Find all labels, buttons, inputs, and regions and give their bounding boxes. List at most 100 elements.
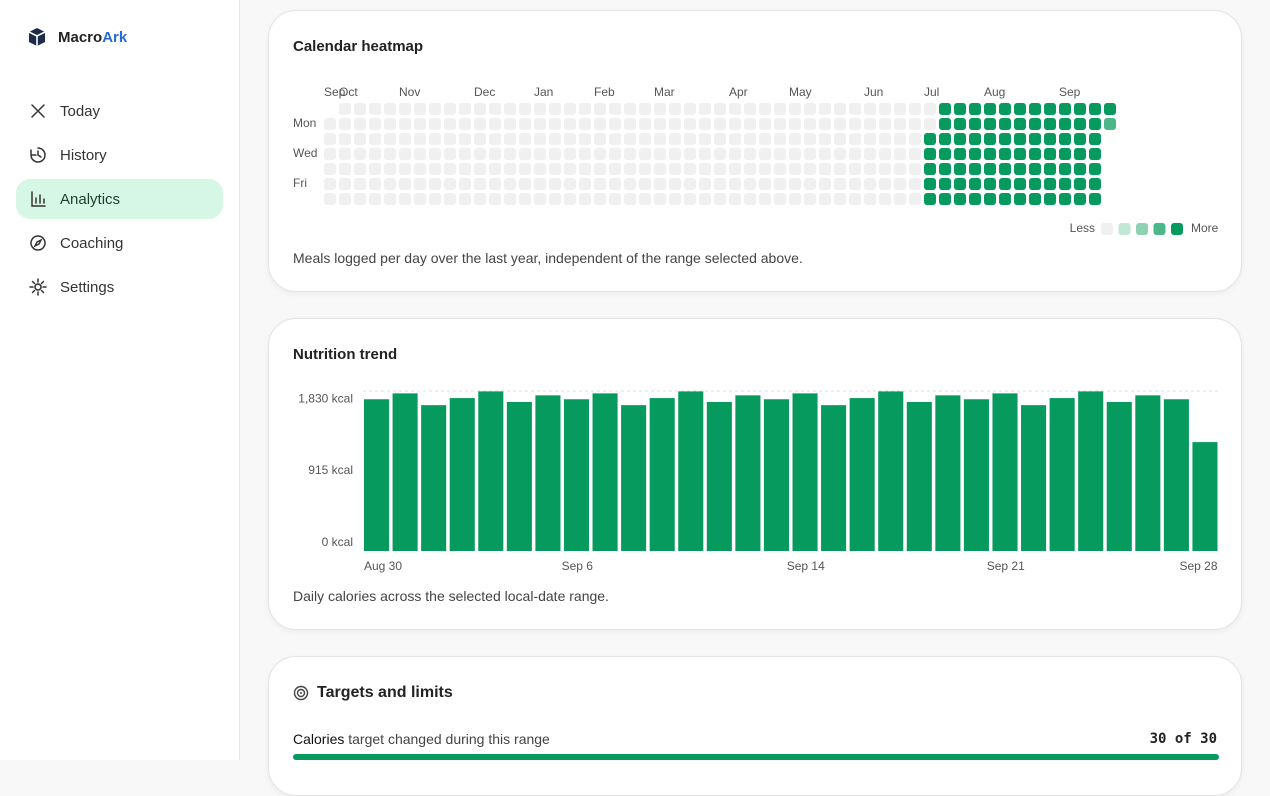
heatmap-cell (624, 133, 636, 145)
heatmap-cell (594, 163, 606, 175)
nav-item[interactable]: Today (16, 91, 223, 131)
brand[interactable]: MacroArk (26, 26, 127, 48)
month-label: Mar (654, 85, 675, 99)
heatmap-cell (474, 103, 486, 115)
heatmap-cell (564, 178, 576, 190)
heatmap-cell (384, 193, 396, 205)
heatmap-cell (729, 148, 741, 160)
heatmap-cell (744, 163, 756, 175)
heatmap-cell (1074, 103, 1086, 115)
heatmap-cell (1044, 103, 1056, 115)
heatmap-cell (699, 133, 711, 145)
heatmap-cell (549, 178, 561, 190)
heatmap-cell (339, 133, 351, 145)
heatmap-cell (924, 133, 936, 145)
heatmap-cell (894, 118, 906, 130)
heatmap-cell (1029, 133, 1041, 145)
heatmap-cell (1029, 163, 1041, 175)
heatmap-cell (744, 178, 756, 190)
bar (906, 402, 932, 551)
heatmap-cell (789, 163, 801, 175)
heatmap-cell (669, 118, 681, 130)
heatmap-cell (594, 178, 606, 190)
heatmap-cell (1014, 178, 1026, 190)
heatmap-cell (564, 118, 576, 130)
heatmap-cell (969, 103, 981, 115)
heatmap-cell (939, 103, 951, 115)
heatmap-cell (714, 193, 726, 205)
heatmap-cell (834, 178, 846, 190)
bar (478, 391, 504, 551)
heatmap-cell (1014, 103, 1026, 115)
heatmap-cell (339, 103, 351, 115)
bar (1135, 395, 1161, 551)
target-row: Calories target changed during this rang… (293, 731, 550, 747)
nav-label: Coaching (60, 234, 124, 252)
heatmap-cell (414, 193, 426, 205)
heatmap-cell (489, 118, 501, 130)
target-note: target changed during this range (344, 731, 550, 747)
heatmap-cell (759, 178, 771, 190)
month-label: Sep (324, 85, 346, 99)
bar (621, 405, 647, 551)
month-label: Feb (594, 85, 615, 99)
heatmap-cell (849, 118, 861, 130)
heatmap-cell (744, 148, 756, 160)
heatmap-cell (474, 133, 486, 145)
nav-item[interactable]: Coaching (16, 223, 223, 263)
heatmap-cell (489, 163, 501, 175)
nav-icon (30, 147, 46, 163)
heatmap-cell (354, 118, 366, 130)
heatmap-cell (459, 118, 471, 130)
heatmap-cell (864, 178, 876, 190)
bar (706, 402, 732, 551)
heatmap-cell (864, 148, 876, 160)
nav-label: Today (60, 102, 101, 120)
month-label: Nov (399, 85, 420, 99)
heatmap-cell (609, 118, 621, 130)
heatmap-cell (819, 118, 831, 130)
heatmap-cell (774, 118, 786, 130)
heatmap-cell (549, 118, 561, 130)
heatmap-cell (1059, 133, 1071, 145)
heatmap-cell (369, 103, 381, 115)
heatmap-cell (774, 103, 786, 115)
heatmap-cell (774, 178, 786, 190)
heatmap-cell (429, 118, 441, 130)
heatmap-cell (594, 193, 606, 205)
bar (678, 391, 704, 551)
heatmap-cell (729, 133, 741, 145)
heatmap-cell (534, 133, 546, 145)
heatmap-cell (729, 178, 741, 190)
heatmap-cell (654, 193, 666, 205)
heatmap-cell (699, 118, 711, 130)
heatmap-cell (684, 178, 696, 190)
bar (763, 399, 789, 551)
nav-item[interactable]: Analytics (16, 179, 223, 219)
heatmap-cell (429, 193, 441, 205)
heatmap-cell (609, 163, 621, 175)
heatmap-cell (774, 193, 786, 205)
heatmap-cell (639, 163, 651, 175)
nav-icon (31, 104, 45, 118)
heatmap-cell (1074, 148, 1086, 160)
heatmap-cell (579, 118, 591, 130)
heatmap-cell (369, 148, 381, 160)
heatmap-cell (894, 133, 906, 145)
heatmap-cell (639, 178, 651, 190)
heatmap-cell (939, 163, 951, 175)
nav-item[interactable]: Settings (16, 267, 223, 307)
heatmap-cell (999, 103, 1011, 115)
heatmap-cell (369, 163, 381, 175)
heatmap-cell (819, 193, 831, 205)
heatmap-cell (1014, 148, 1026, 160)
heatmap-cell (954, 133, 966, 145)
heatmap-cell (399, 178, 411, 190)
heatmap-cell (1014, 118, 1026, 130)
heatmap-cell (444, 148, 456, 160)
heatmap-cell (654, 148, 666, 160)
heatmap-cell (669, 193, 681, 205)
heatmap-cell (759, 103, 771, 115)
nav-item[interactable]: History (16, 135, 223, 175)
legend-cell (1118, 223, 1131, 235)
